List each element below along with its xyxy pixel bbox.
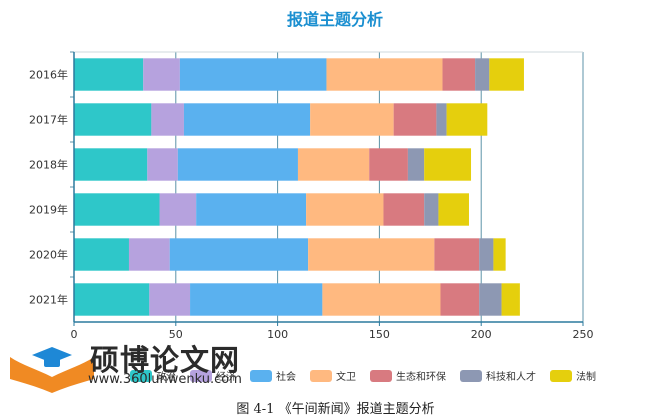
- bar-segment: [369, 148, 408, 181]
- legend-swatch: [130, 370, 152, 382]
- grid-lines: [74, 51, 584, 322]
- bar-segment: [501, 283, 520, 316]
- legend: 政治 经济 社会 文卫 生态和环保 科技和人才 法制: [130, 370, 596, 383]
- legend-label: 法制: [576, 370, 596, 383]
- legend-label: 文卫: [336, 370, 356, 383]
- bars: [74, 58, 524, 316]
- category-label: 2020年: [29, 248, 68, 262]
- legend-swatch: [550, 370, 572, 382]
- x-tick-label: 250: [573, 328, 594, 341]
- legend-label: 政治: [156, 370, 176, 383]
- bar-segment: [179, 58, 327, 91]
- bar-segment: [169, 238, 309, 271]
- bar-segment: [74, 58, 144, 91]
- bar-segment: [159, 193, 197, 226]
- stacked-bar-chart: 报道主题分析 2016年 2017年 2018年 2019年 2020年 2021年 0 50…: [29, 10, 596, 383]
- watermark-brand: 硕博论文网: [90, 343, 241, 377]
- bar-segment: [424, 193, 439, 226]
- bar-segment: [489, 58, 524, 91]
- bar-segment: [74, 283, 150, 316]
- bar-segment: [393, 103, 437, 136]
- bar-segment: [74, 103, 152, 136]
- category-label: 2017年: [29, 113, 68, 127]
- figure-caption: 图 4-1 《午间新闻》报道主题分析: [236, 402, 435, 417]
- legend-swatch: [460, 370, 482, 382]
- bar-segment: [308, 238, 435, 271]
- legend-swatch: [370, 370, 392, 382]
- bar-segment: [326, 58, 443, 91]
- bar-segment: [407, 148, 425, 181]
- bar-segment: [446, 103, 488, 136]
- bar-segment: [147, 148, 178, 181]
- x-tick-label: 200: [471, 328, 492, 341]
- bar-segment: [297, 148, 370, 181]
- bar-segment: [475, 58, 490, 91]
- bar-segment: [74, 238, 129, 271]
- bar-segment: [310, 103, 394, 136]
- bar-segment: [74, 148, 148, 181]
- bar-segment: [183, 103, 311, 136]
- watermark-url: www.360lunwenku.com: [88, 372, 242, 387]
- bar-segment: [424, 148, 472, 181]
- bar-segment: [479, 238, 494, 271]
- category-label: 2016年: [29, 68, 68, 82]
- category-label: 2021年: [29, 293, 68, 307]
- x-tick-label: 150: [369, 328, 390, 341]
- bar-segment: [190, 283, 323, 316]
- bar-segment: [149, 283, 191, 316]
- x-tick-label: 0: [71, 328, 78, 341]
- bar-segment: [440, 283, 480, 316]
- bar-segment: [434, 238, 480, 271]
- bar-segment: [438, 193, 469, 226]
- axes: 2016年 2017年 2018年 2019年 2020年 2021年 0 50 100 150 2…: [29, 51, 594, 341]
- bar-segment: [177, 148, 298, 181]
- bar-segment: [383, 193, 425, 226]
- bar-segment: [128, 238, 170, 271]
- chart-title: 报道主题分析: [287, 10, 383, 29]
- bar-segment: [442, 58, 476, 91]
- legend-swatch: [310, 370, 332, 382]
- bar-segment: [196, 193, 307, 226]
- bar-segment: [306, 193, 384, 226]
- bar-segment: [436, 103, 447, 136]
- legend-label: 生态和环保: [396, 370, 446, 383]
- category-label: 2018年: [29, 158, 68, 172]
- legend-label: 社会: [276, 370, 296, 383]
- legend-swatch: [250, 370, 272, 382]
- x-tick-label: 50: [169, 328, 183, 341]
- bar-segment: [151, 103, 184, 136]
- x-tick-label: 100: [267, 328, 288, 341]
- bar-segment: [479, 283, 502, 316]
- watermark-logo-icon: [10, 347, 94, 393]
- category-label: 2019年: [29, 203, 68, 217]
- legend-label: 科技和人才: [486, 370, 536, 383]
- bar-segment: [143, 58, 180, 91]
- bar-segment: [493, 238, 506, 271]
- bar-segment: [74, 193, 160, 226]
- legend-label: 经济: [216, 370, 236, 383]
- bar-segment: [322, 283, 441, 316]
- legend-swatch: [190, 370, 212, 382]
